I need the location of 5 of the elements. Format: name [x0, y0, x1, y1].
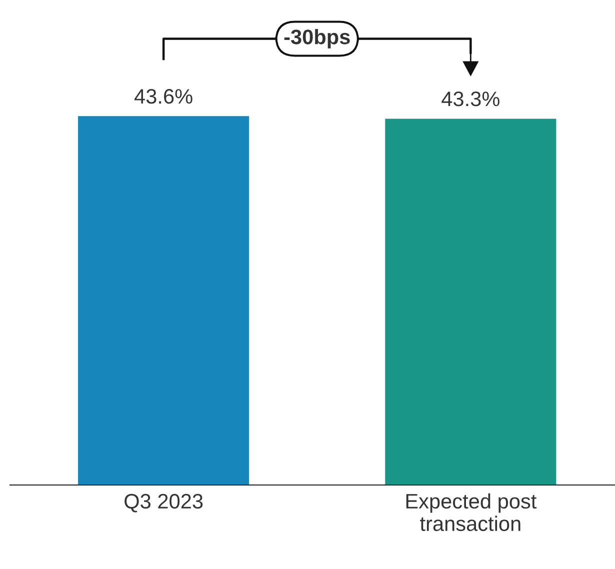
x-tick-label: Expected post transaction — [406, 493, 537, 532]
x-tick-label: Q3 2023 — [124, 494, 203, 512]
data-label: 43.6% — [134, 88, 192, 104]
text: -30bps — [284, 29, 350, 48]
data-label: 43.3% — [442, 92, 500, 106]
